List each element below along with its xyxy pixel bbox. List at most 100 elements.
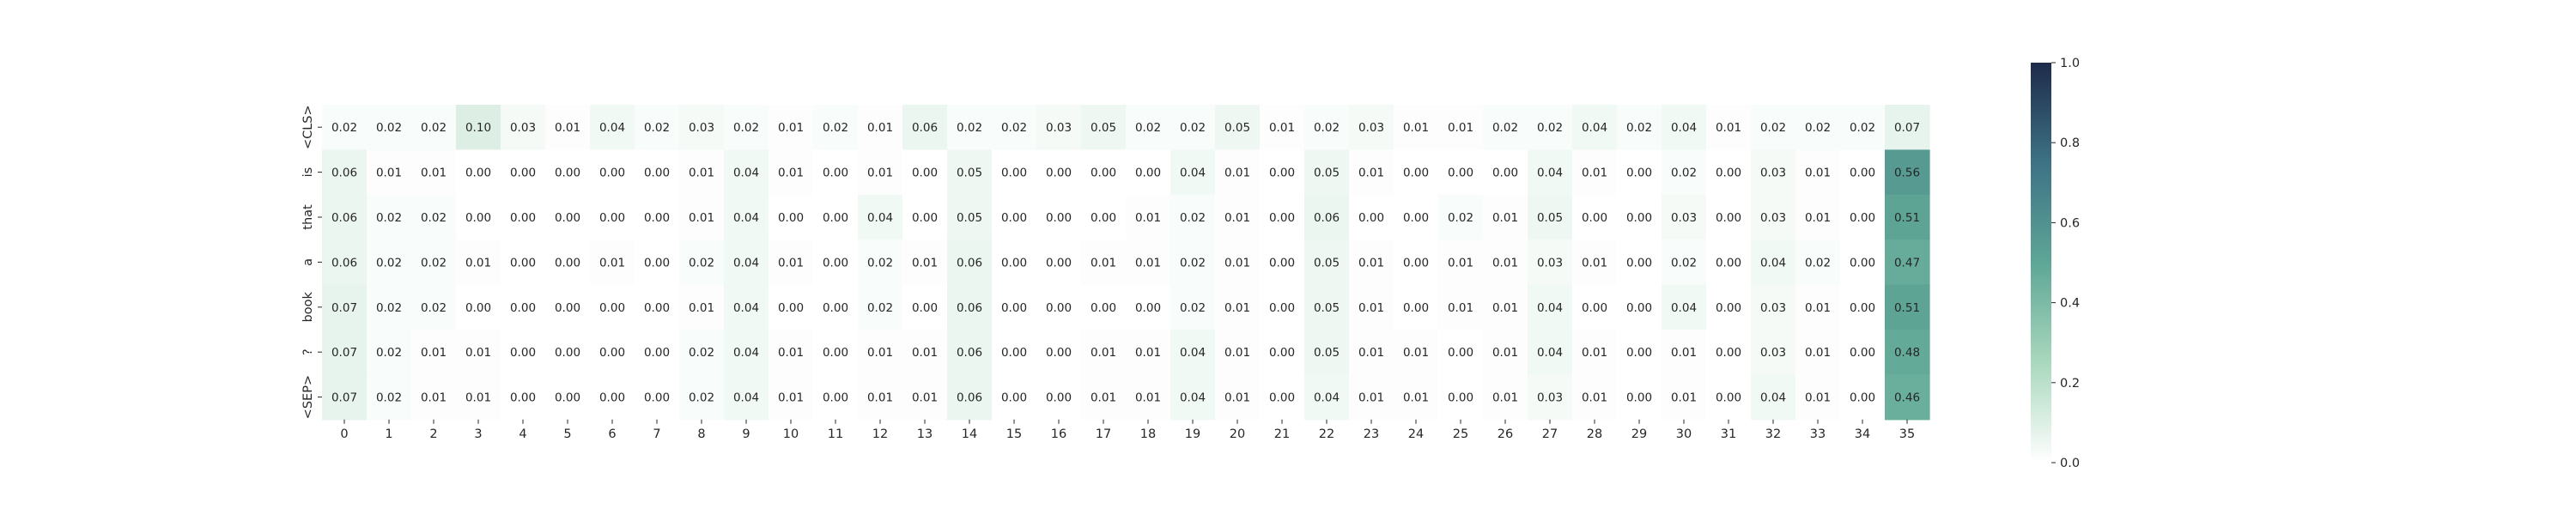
heatmap-cell [1795, 149, 1841, 196]
heatmap-cell [724, 284, 769, 330]
heatmap-cell [1438, 239, 1484, 286]
heatmap-cell [411, 105, 457, 150]
heatmap-cell [1483, 105, 1528, 150]
heatmap-cell [590, 330, 635, 375]
cell-value-label: 0.00 [599, 301, 625, 315]
heatmap-cell [1215, 239, 1261, 286]
cell-value-label: 0.02 [733, 121, 759, 135]
cell-value-label: 0.05 [957, 211, 982, 225]
colorbar-tick-label: 0.6 [2060, 216, 2080, 230]
heatmap-cell [813, 105, 859, 150]
cell-value-label: 0.00 [912, 211, 938, 225]
cell-value-label: 0.02 [1850, 121, 1875, 135]
heatmap-cell [1572, 374, 1618, 421]
cell-value-label: 0.01 [1358, 346, 1384, 360]
heatmap-cell [411, 239, 457, 286]
heatmap-cell [1662, 330, 1707, 375]
cell-value-label: 0.00 [644, 346, 670, 360]
heatmap-cell [411, 149, 457, 196]
heatmap-cell [1081, 239, 1127, 286]
cell-value-label: 0.01 [1091, 256, 1116, 270]
heatmap-cell [947, 374, 993, 421]
heatmap-cell [992, 105, 1037, 150]
cell-value-label: 0.02 [1537, 121, 1563, 135]
cell-value-label: 0.01 [1224, 211, 1250, 225]
cell-value-label: 0.01 [1091, 346, 1116, 360]
heatmap-cell [456, 284, 501, 330]
heatmap-cell [769, 105, 814, 150]
cell-value-label: 0.06 [331, 167, 357, 180]
cell-value-label: 0.00 [465, 301, 491, 315]
cell-value-label: 0.04 [1671, 301, 1697, 315]
cell-value-label: 0.01 [1403, 121, 1429, 135]
heatmap-cell [1260, 330, 1305, 375]
cell-value-label: 0.01 [1135, 211, 1161, 225]
cell-value-label: 0.01 [1224, 256, 1250, 270]
cell-value-label: 0.00 [1626, 346, 1652, 360]
heatmap-cell [1260, 149, 1305, 196]
cell-value-label: 0.00 [1269, 256, 1295, 270]
cell-value-label: 0.01 [778, 167, 804, 180]
heatmap-cell [724, 149, 769, 196]
heatmap-cell [1662, 284, 1707, 330]
cell-value-label: 0.01 [465, 346, 491, 360]
cell-value-label: 0.02 [1180, 121, 1206, 135]
cell-value-label: 0.02 [1671, 167, 1697, 180]
heatmap-cell [1751, 374, 1796, 421]
cell-value-label: 0.00 [1001, 346, 1027, 360]
heatmap-cell [1304, 105, 1350, 150]
cell-value-label: 0.03 [1760, 167, 1786, 180]
heatmap-cell [456, 149, 501, 196]
cell-value-label: 0.00 [1001, 256, 1027, 270]
cell-value-label: 0.00 [1850, 301, 1875, 315]
heatmap-cell [322, 374, 368, 421]
heatmap-cell [1483, 284, 1528, 330]
cell-value-label: 0.00 [599, 167, 625, 180]
heatmap-cell [1126, 330, 1171, 375]
cell-value-label: 0.00 [555, 391, 580, 405]
heatmap-cell [1126, 194, 1171, 240]
heatmap-cell [902, 149, 948, 196]
cell-value-label: 0.01 [912, 391, 938, 405]
heatmap-cell [590, 194, 635, 240]
cell-value-label: 0.02 [1314, 121, 1340, 135]
cell-value-label: 0.02 [689, 346, 714, 360]
heatmap-cell [635, 284, 680, 330]
cell-value-label: 0.01 [1805, 301, 1831, 315]
heatmap-cell [1349, 194, 1394, 240]
x-tick-label: 0 [340, 427, 348, 441]
heatmap-cell [1260, 374, 1305, 421]
cell-value-label: 0.01 [376, 167, 402, 180]
cell-value-label: 0.03 [1046, 121, 1072, 135]
x-tick-label: 2 [429, 427, 437, 441]
heatmap-cell [679, 330, 725, 375]
heatmap-cell [1662, 105, 1707, 150]
heatmap-cell [1840, 330, 1886, 375]
cell-value-label: 0.01 [1358, 167, 1384, 180]
heatmap-cell [322, 149, 368, 196]
cell-value-label: 0.01 [1224, 301, 1250, 315]
colorbar: 0.0 0.2 0.4 0.6 0.8 1.0 [2031, 57, 2080, 470]
cell-value-label: 0.00 [644, 391, 670, 405]
cell-value-label: 0.00 [1046, 391, 1072, 405]
heatmap-cell [724, 239, 769, 286]
cell-value-label: 0.01 [1091, 391, 1116, 405]
heatmap-cell [1126, 239, 1171, 286]
heatmap-cell [1617, 239, 1662, 286]
cell-value-label: 0.00 [1626, 256, 1652, 270]
cell-value-label: 0.00 [1269, 167, 1295, 180]
cell-value-label: 0.02 [867, 256, 893, 270]
cell-value-label: 0.00 [1001, 211, 1027, 225]
heatmap-cell [1081, 149, 1127, 196]
cell-value-label: 0.00 [599, 346, 625, 360]
cell-value-label: 0.02 [1180, 256, 1206, 270]
x-tick-label: 14 [962, 427, 977, 441]
cell-value-label: 0.00 [1403, 301, 1429, 315]
heatmap-cell [1394, 330, 1439, 375]
cell-value-label: 0.00 [1046, 167, 1072, 180]
x-tick-label: 21 [1274, 427, 1290, 441]
heatmap-cell [322, 284, 368, 330]
cell-value-label: 0.00 [1850, 391, 1875, 405]
x-tick-label: 34 [1855, 427, 1870, 441]
x-tick-label: 1 [385, 427, 392, 441]
